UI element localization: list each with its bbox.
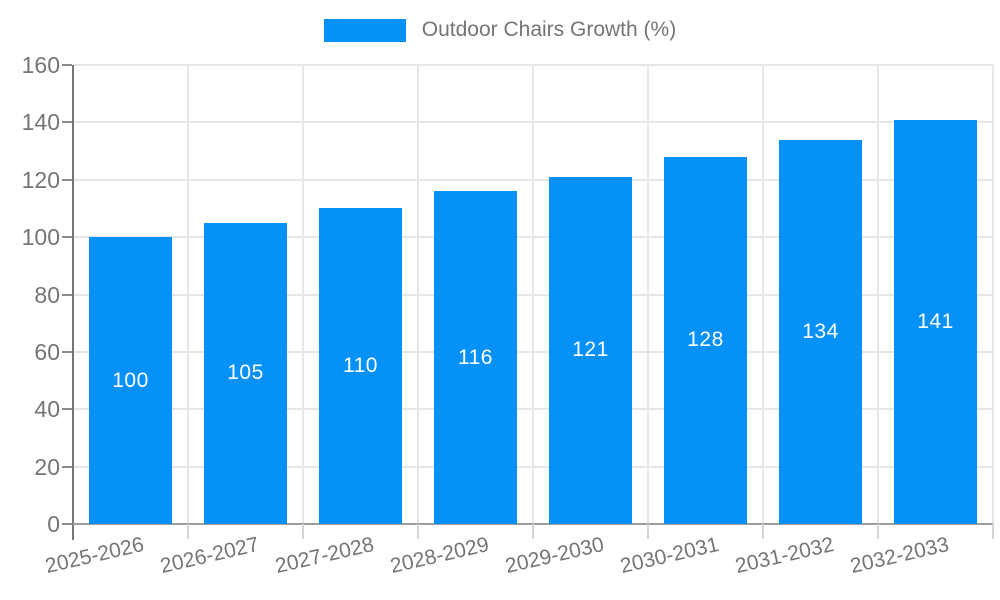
bar-value-label: 134 bbox=[802, 319, 839, 343]
gridline-vertical bbox=[417, 65, 419, 524]
y-tick-mark bbox=[62, 523, 72, 525]
bar-2029-2030[interactable]: 121 bbox=[549, 176, 632, 524]
y-tick-label: 140 bbox=[21, 109, 60, 136]
bar-value-label: 110 bbox=[343, 354, 378, 378]
y-tick-label: 20 bbox=[34, 453, 60, 480]
bar-value-label: 141 bbox=[917, 309, 954, 333]
bar-2028-2029[interactable]: 116 bbox=[434, 191, 517, 524]
bar-value-label: 121 bbox=[572, 338, 609, 362]
x-tick-mark bbox=[302, 524, 304, 539]
y-tick-label: 40 bbox=[34, 396, 60, 423]
x-tick-mark bbox=[417, 524, 419, 539]
x-tick-mark bbox=[877, 524, 879, 539]
x-tick-mark bbox=[187, 524, 189, 539]
y-tick-label: 80 bbox=[34, 281, 60, 308]
bar-2027-2028[interactable]: 110 bbox=[319, 208, 402, 524]
y-tick-mark bbox=[62, 293, 72, 296]
bar-2025-2026[interactable]: 100 bbox=[89, 237, 172, 524]
x-tick-mark bbox=[762, 524, 764, 539]
y-tick-mark bbox=[62, 236, 72, 239]
bar-2031-2032[interactable]: 134 bbox=[779, 139, 862, 524]
bar-value-label: 100 bbox=[112, 368, 149, 392]
bar-value-label: 116 bbox=[458, 345, 493, 369]
y-tick-mark bbox=[62, 64, 72, 66]
chart-legend[interactable]: Outdoor Chairs Growth (%) bbox=[0, 18, 1000, 42]
y-tick-mark bbox=[62, 121, 72, 124]
y-axis-line bbox=[72, 65, 74, 540]
gridline-vertical bbox=[877, 65, 879, 524]
y-tick-label: 60 bbox=[34, 338, 60, 365]
y-tick-mark bbox=[62, 465, 72, 468]
y-tick-mark bbox=[62, 350, 72, 353]
bar-2026-2027[interactable]: 105 bbox=[204, 222, 287, 524]
legend-label: Outdoor Chairs Growth (%) bbox=[421, 18, 677, 41]
gridline-vertical bbox=[187, 65, 189, 524]
y-tick-mark bbox=[62, 408, 72, 411]
bar-value-label: 128 bbox=[687, 328, 724, 352]
y-tick-mark bbox=[62, 178, 72, 181]
legend-swatch bbox=[323, 18, 406, 42]
y-tick-label: 160 bbox=[21, 52, 60, 78]
bar-value-label: 105 bbox=[227, 361, 264, 385]
gridline-vertical bbox=[532, 65, 534, 524]
x-tick-mark bbox=[992, 524, 994, 539]
y-tick-label: 120 bbox=[21, 166, 60, 193]
bar-2030-2031[interactable]: 128 bbox=[664, 156, 747, 524]
x-tick-mark bbox=[647, 524, 649, 539]
gridline-vertical bbox=[647, 65, 649, 524]
plot-area: 0 20 40 60 80 100 120 140 160 100 105 110 116 121 128 1… bbox=[22, 52, 994, 578]
gridline-vertical bbox=[762, 65, 764, 524]
gridline-vertical bbox=[992, 65, 994, 524]
x-tick-mark bbox=[532, 524, 534, 539]
y-tick-label: 0 bbox=[47, 511, 60, 537]
y-tick-label: 100 bbox=[21, 224, 60, 251]
bar-2032-2033[interactable]: 141 bbox=[894, 119, 977, 524]
gridline-vertical bbox=[302, 65, 304, 524]
